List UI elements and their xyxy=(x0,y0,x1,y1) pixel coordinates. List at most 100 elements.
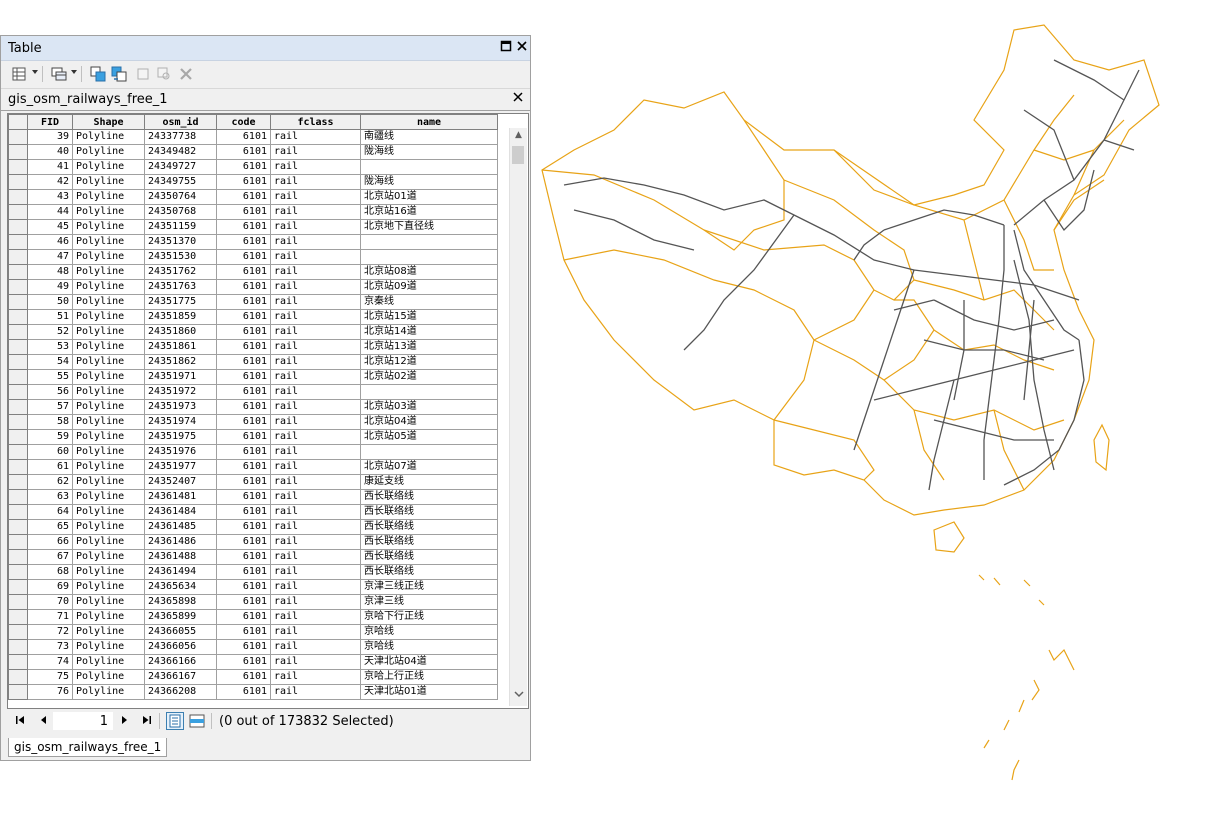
cell-shape[interactable]: Polyline xyxy=(72,384,145,400)
table-row[interactable]: 63 Polyline 24361481 6101 rail 西长联络线 xyxy=(8,489,498,505)
table-row[interactable]: 48 Polyline 24351762 6101 rail 北京站08道 xyxy=(8,264,498,280)
next-record-icon[interactable] xyxy=(121,715,129,728)
table-row[interactable]: 59 Polyline 24351975 6101 rail 北京站05道 xyxy=(8,429,498,445)
cell-osm-id[interactable]: 24361488 xyxy=(144,549,217,565)
table-row[interactable]: 51 Polyline 24351859 6101 rail 北京站15道 xyxy=(8,309,498,325)
related-tables-dropdown-icon[interactable] xyxy=(71,70,77,74)
cell-code[interactable]: 6101 xyxy=(216,129,271,145)
cell-osm-id[interactable]: 24351971 xyxy=(144,369,217,385)
cell-osm-id[interactable]: 24361485 xyxy=(144,519,217,535)
cell-code[interactable]: 6101 xyxy=(216,264,271,280)
table-row[interactable]: 45 Polyline 24351159 6101 rail 北京地下直径线 xyxy=(8,219,498,235)
row-selector[interactable] xyxy=(8,234,28,250)
row-selector[interactable] xyxy=(8,264,28,280)
cell-name[interactable]: 京哈线 xyxy=(360,624,498,640)
cell-shape[interactable]: Polyline xyxy=(72,444,145,460)
cell-fid[interactable]: 40 xyxy=(27,144,73,160)
cell-name[interactable]: 西长联络线 xyxy=(360,534,498,550)
table-row[interactable]: 56 Polyline 24351972 6101 rail xyxy=(8,384,498,400)
previous-record-icon[interactable] xyxy=(39,715,47,728)
cell-fid[interactable]: 64 xyxy=(27,504,73,520)
cell-osm-id[interactable]: 24361494 xyxy=(144,564,217,580)
cell-name[interactable]: 北京站16道 xyxy=(360,204,498,220)
cell-osm-id[interactable]: 24351775 xyxy=(144,294,217,310)
row-selector[interactable] xyxy=(8,564,28,580)
last-record-icon[interactable] xyxy=(142,715,152,728)
cell-fid[interactable]: 43 xyxy=(27,189,73,205)
cell-fid[interactable]: 75 xyxy=(27,669,73,685)
cell-name[interactable]: 北京站12道 xyxy=(360,354,498,370)
table-row[interactable]: 67 Polyline 24361488 6101 rail 西长联络线 xyxy=(8,549,498,565)
cell-fclass[interactable]: rail xyxy=(270,324,361,340)
scroll-thumb[interactable] xyxy=(512,146,524,164)
row-selector[interactable] xyxy=(8,384,28,400)
cell-shape[interactable]: Polyline xyxy=(72,189,145,205)
cell-shape[interactable]: Polyline xyxy=(72,564,145,580)
table-row[interactable]: 52 Polyline 24351860 6101 rail 北京站14道 xyxy=(8,324,498,340)
row-selector[interactable] xyxy=(8,624,28,640)
row-selector[interactable] xyxy=(8,489,28,505)
cell-name[interactable]: 京秦线 xyxy=(360,294,498,310)
table-row[interactable]: 70 Polyline 24365898 6101 rail 京津三线 xyxy=(8,594,498,610)
cell-fid[interactable]: 62 xyxy=(27,474,73,490)
cell-shape[interactable]: Polyline xyxy=(72,654,145,670)
cell-fid[interactable]: 60 xyxy=(27,444,73,460)
table-row[interactable]: 39 Polyline 24337738 6101 rail 南疆线 xyxy=(8,129,498,145)
table-row[interactable]: 40 Polyline 24349482 6101 rail 陇海线 xyxy=(8,144,498,160)
row-selector[interactable] xyxy=(8,174,28,190)
cell-shape[interactable]: Polyline xyxy=(72,474,145,490)
cell-name[interactable]: 北京站15道 xyxy=(360,309,498,325)
cell-shape[interactable]: Polyline xyxy=(72,234,145,250)
cell-fclass[interactable]: rail xyxy=(270,669,361,685)
cell-fclass[interactable]: rail xyxy=(270,594,361,610)
cell-fclass[interactable]: rail xyxy=(270,399,361,415)
window-title-bar[interactable]: Table xyxy=(1,36,530,61)
cell-code[interactable]: 6101 xyxy=(216,489,271,505)
vertical-scrollbar[interactable]: ▲ xyxy=(509,128,527,706)
cell-osm-id[interactable]: 24351975 xyxy=(144,429,217,445)
select-by-attributes-icon[interactable] xyxy=(90,66,106,82)
row-selector[interactable] xyxy=(8,654,28,670)
cell-fclass[interactable]: rail xyxy=(270,144,361,160)
cell-fid[interactable]: 42 xyxy=(27,174,73,190)
cell-fid[interactable]: 69 xyxy=(27,579,73,595)
cell-osm-id[interactable]: 24365899 xyxy=(144,609,217,625)
cell-code[interactable]: 6101 xyxy=(216,669,271,685)
cell-osm-id[interactable]: 24361486 xyxy=(144,534,217,550)
row-selector[interactable] xyxy=(8,324,28,340)
scroll-down-icon[interactable] xyxy=(513,690,524,701)
cell-fclass[interactable]: rail xyxy=(270,219,361,235)
cell-fclass[interactable]: rail xyxy=(270,204,361,220)
related-tables-icon[interactable] xyxy=(51,66,67,82)
cell-fclass[interactable]: rail xyxy=(270,474,361,490)
cell-fclass[interactable]: rail xyxy=(270,354,361,370)
cell-fid[interactable]: 47 xyxy=(27,249,73,265)
table-row[interactable]: 44 Polyline 24350768 6101 rail 北京站16道 xyxy=(8,204,498,220)
row-selector[interactable] xyxy=(8,399,28,415)
cell-name[interactable] xyxy=(360,234,498,250)
cell-shape[interactable]: Polyline xyxy=(72,264,145,280)
cell-shape[interactable]: Polyline xyxy=(72,339,145,355)
table-row[interactable]: 46 Polyline 24351370 6101 rail xyxy=(8,234,498,250)
cell-shape[interactable]: Polyline xyxy=(72,279,145,295)
cell-fid[interactable]: 76 xyxy=(27,684,73,700)
cell-fid[interactable]: 65 xyxy=(27,519,73,535)
cell-fclass[interactable]: rail xyxy=(270,519,361,535)
row-selector[interactable] xyxy=(8,354,28,370)
cell-osm-id[interactable]: 24351973 xyxy=(144,399,217,415)
cell-osm-id[interactable]: 24366208 xyxy=(144,684,217,700)
cell-name[interactable]: 南疆线 xyxy=(360,129,498,145)
cell-fid[interactable]: 39 xyxy=(27,129,73,145)
cell-fid[interactable]: 48 xyxy=(27,264,73,280)
attribute-grid[interactable]: FID Shape osm_id code fclass name 39 Poly… xyxy=(7,113,529,709)
cell-shape[interactable]: Polyline xyxy=(72,504,145,520)
table-row[interactable]: 47 Polyline 24351530 6101 rail xyxy=(8,249,498,265)
cell-shape[interactable]: Polyline xyxy=(72,534,145,550)
cell-code[interactable]: 6101 xyxy=(216,324,271,340)
cell-fclass[interactable]: rail xyxy=(270,654,361,670)
cell-name[interactable]: 京津三线正线 xyxy=(360,579,498,595)
switch-selection-icon[interactable] xyxy=(111,66,127,82)
cell-fid[interactable]: 41 xyxy=(27,159,73,175)
cell-fclass[interactable]: rail xyxy=(270,339,361,355)
table-row[interactable]: 60 Polyline 24351976 6101 rail xyxy=(8,444,498,460)
